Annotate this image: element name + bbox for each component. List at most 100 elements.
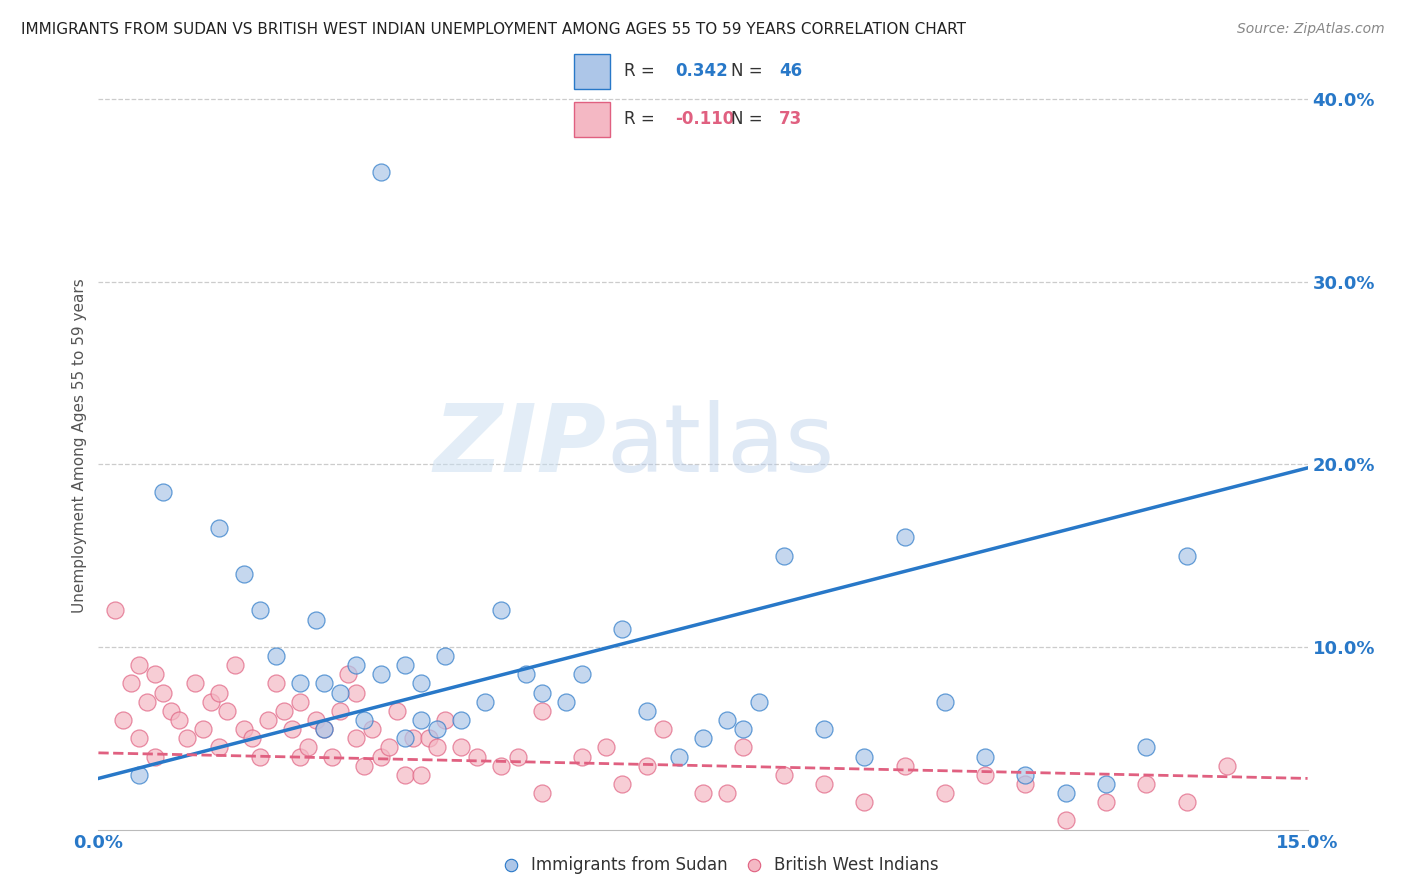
Point [612, 622, 634, 636]
Point [499, 858, 522, 872]
Text: 46: 46 [779, 62, 801, 79]
Point [515, 667, 537, 681]
Point [1135, 740, 1157, 755]
Point [370, 667, 392, 681]
Point [184, 676, 207, 690]
Point [465, 749, 488, 764]
Y-axis label: Unemployment Among Ages 55 to 59 years: Unemployment Among Ages 55 to 59 years [72, 278, 87, 614]
Point [103, 603, 125, 617]
Point [1095, 795, 1118, 809]
Point [813, 777, 835, 791]
Point [370, 165, 392, 179]
Point [893, 758, 915, 772]
Point [344, 685, 367, 699]
Point [612, 777, 634, 791]
Point [748, 695, 770, 709]
Point [668, 749, 690, 764]
Point [772, 549, 794, 563]
Point [772, 768, 794, 782]
Point [143, 749, 166, 764]
FancyBboxPatch shape [574, 102, 610, 137]
Point [128, 768, 150, 782]
Text: Immigrants from Sudan: Immigrants from Sudan [531, 856, 727, 874]
Point [353, 713, 375, 727]
Point [370, 749, 392, 764]
Point [329, 685, 352, 699]
Point [409, 676, 432, 690]
Point [491, 758, 513, 772]
Point [200, 695, 222, 709]
Point [193, 722, 215, 736]
Point [385, 704, 408, 718]
Text: N =: N = [731, 62, 768, 79]
Point [273, 704, 295, 718]
Point [491, 603, 513, 617]
Point [418, 731, 440, 746]
Point [434, 713, 457, 727]
Point [426, 740, 449, 755]
Point [394, 658, 416, 673]
Point [344, 731, 367, 746]
Point [636, 704, 658, 718]
Point [111, 713, 134, 727]
Point [409, 713, 432, 727]
Point [249, 603, 271, 617]
Point [128, 658, 150, 673]
Point [377, 740, 399, 755]
Point [434, 648, 457, 663]
Point [256, 713, 278, 727]
Point [314, 676, 336, 690]
Point [314, 722, 336, 736]
Point [329, 704, 352, 718]
Point [636, 758, 658, 772]
Point [571, 749, 593, 764]
Point [208, 521, 231, 535]
Point [409, 768, 432, 782]
Point [716, 713, 738, 727]
Point [321, 749, 343, 764]
Point [264, 648, 287, 663]
Point [692, 731, 714, 746]
Point [893, 530, 915, 544]
Point [288, 749, 311, 764]
Point [853, 749, 876, 764]
Point [733, 722, 755, 736]
Point [288, 676, 311, 690]
Text: IMMIGRANTS FROM SUDAN VS BRITISH WEST INDIAN UNEMPLOYMENT AMONG AGES 55 TO 59 YE: IMMIGRANTS FROM SUDAN VS BRITISH WEST IN… [21, 22, 966, 37]
Point [530, 704, 553, 718]
Text: 0.342: 0.342 [675, 62, 728, 79]
Point [240, 731, 263, 746]
Point [450, 713, 472, 727]
Point [143, 667, 166, 681]
Point [128, 731, 150, 746]
Point [224, 658, 246, 673]
Text: 73: 73 [779, 110, 803, 128]
Point [974, 749, 997, 764]
Point [853, 795, 876, 809]
Text: ZIP: ZIP [433, 400, 606, 492]
Point [742, 858, 765, 872]
Point [1054, 814, 1077, 828]
Text: N =: N = [731, 110, 768, 128]
Point [934, 786, 956, 800]
Point [120, 676, 142, 690]
Point [595, 740, 617, 755]
Point [394, 731, 416, 746]
Point [1054, 786, 1077, 800]
Point [716, 786, 738, 800]
Point [305, 613, 328, 627]
Point [692, 786, 714, 800]
Point [305, 713, 328, 727]
Point [344, 658, 367, 673]
Point [297, 740, 319, 755]
Point [361, 722, 384, 736]
Point [1014, 768, 1036, 782]
Point [1095, 777, 1118, 791]
Text: R =: R = [624, 110, 661, 128]
Point [555, 695, 578, 709]
Point [353, 758, 375, 772]
Point [249, 749, 271, 764]
Point [402, 731, 425, 746]
Point [426, 722, 449, 736]
Point [337, 667, 360, 681]
